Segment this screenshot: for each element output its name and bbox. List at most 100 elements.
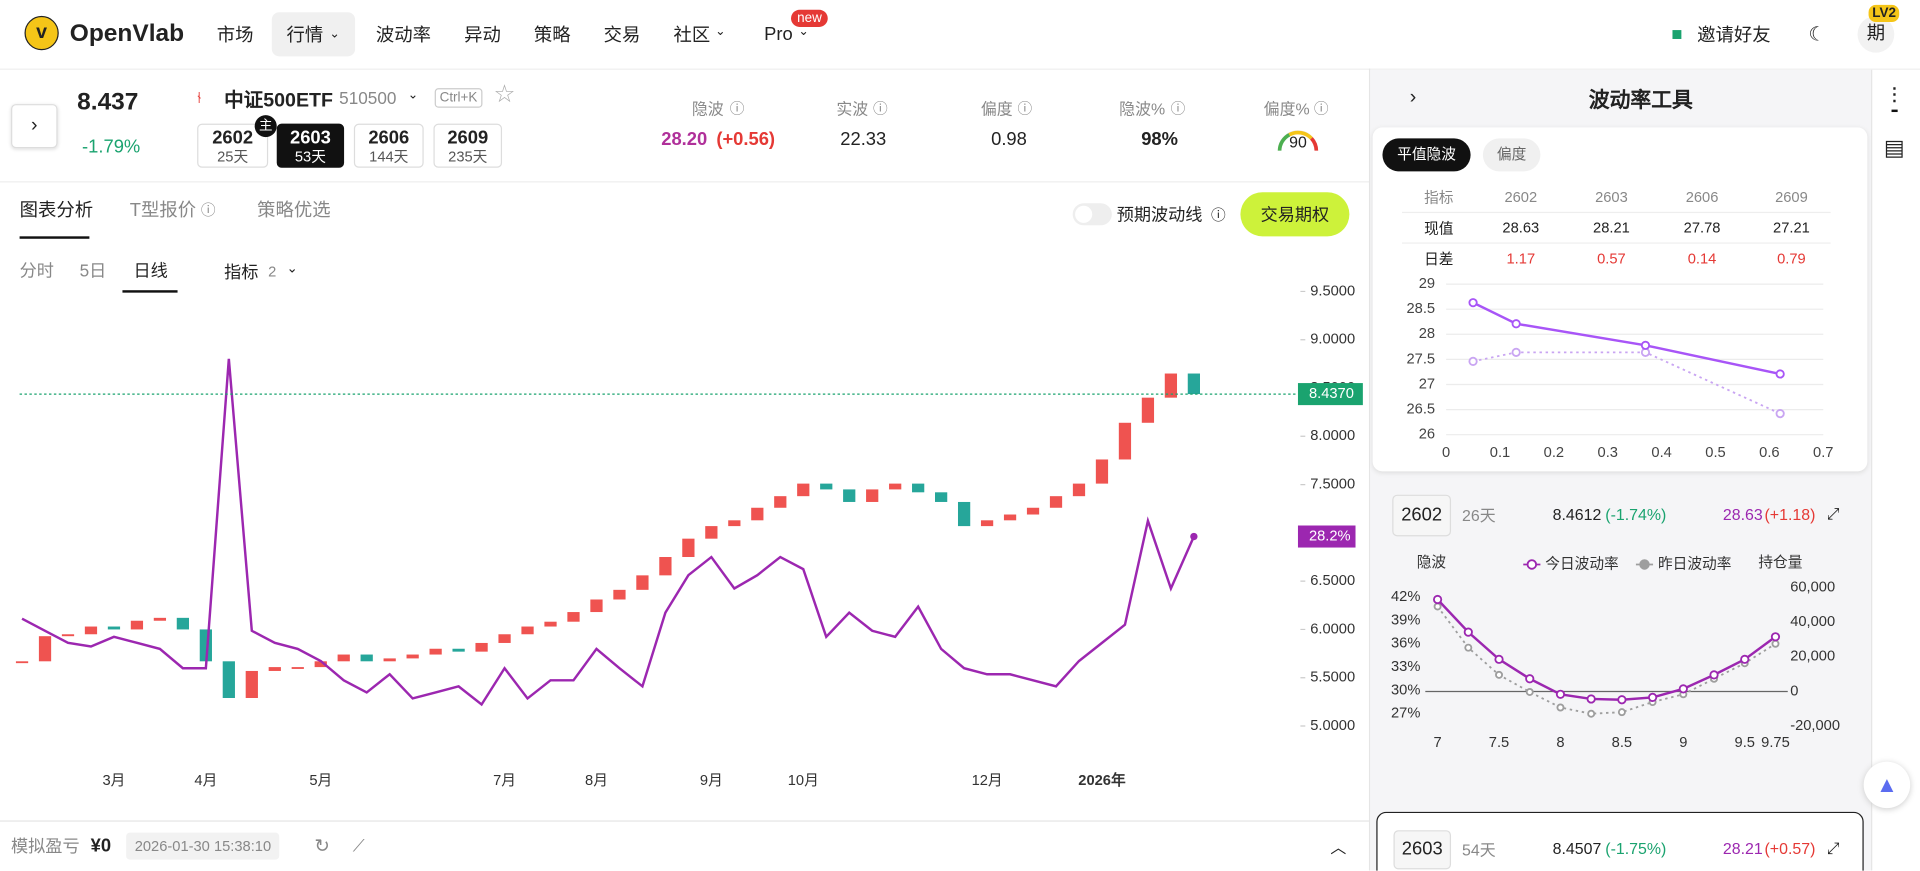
nav-item[interactable]: 行情	[286, 25, 324, 46]
period[interactable]: 日线	[133, 260, 168, 281]
period[interactable]: 5日	[79, 260, 107, 281]
expiry-code: 2609	[447, 127, 489, 149]
candle	[1072, 483, 1086, 497]
period[interactable]: 分时	[19, 260, 54, 281]
card-selected[interactable]	[1376, 811, 1864, 871]
series-point	[1775, 369, 1785, 379]
candle	[866, 489, 879, 502]
help-icon[interactable]: ⓘ	[200, 201, 216, 219]
x-tick-label: 7月	[493, 773, 516, 789]
candle	[728, 520, 741, 527]
term-structure-chart: 26 26.5 27 27.5 28 28.5 29 0 0.1 0.2 0.3 0.4 0.5 0.6 0…	[1407, 276, 1834, 461]
help-icon[interactable]: ⓘ	[1313, 99, 1329, 117]
x-tick-label: 9.75	[1761, 735, 1790, 751]
change: -1.79%	[82, 136, 141, 158]
skew-pct-value: 90	[1289, 132, 1307, 152]
help-icon[interactable]: ⓘ	[1170, 99, 1186, 117]
candle	[797, 483, 810, 497]
help-icon[interactable]: ⓘ	[1017, 99, 1033, 117]
metric-label: 隐波	[691, 99, 724, 119]
collapse[interactable]: ︿	[1330, 838, 1347, 857]
fullscreen[interactable]: ⤢	[1826, 504, 1840, 523]
table-cell: 0.57	[1597, 249, 1626, 267]
tab[interactable]: 策略优选	[257, 200, 331, 222]
iv-value: 28.20	[661, 129, 708, 151]
nav-item[interactable]: 策略	[533, 25, 571, 46]
help-icon[interactable]: ⓘ	[729, 99, 745, 117]
sidebar-clipboard[interactable]: ▤	[1883, 135, 1905, 160]
candle	[176, 617, 190, 630]
fullscreen[interactable]: ⤢	[1826, 838, 1840, 858]
brand[interactable]: OpenVlab	[69, 20, 185, 48]
x-tick-label: 0.3	[1598, 445, 1618, 461]
y-tick-label: 6.0000	[1310, 621, 1355, 637]
candle	[1164, 373, 1178, 398]
sidebar-chart[interactable]: ⫶	[1891, 84, 1898, 113]
expiry[interactable]: 2602 25天	[197, 123, 269, 168]
nav-item[interactable]: 交易	[603, 25, 641, 46]
y-tick-label: 9.5000	[1310, 283, 1355, 299]
x-tick-label: 0.7	[1813, 445, 1833, 461]
y2-axis-label: 持仓量	[1758, 554, 1802, 571]
tab-underline	[19, 236, 90, 239]
invite[interactable]: 邀请好友	[1697, 25, 1771, 46]
tab[interactable]: T型报价	[129, 200, 197, 222]
candle	[889, 483, 902, 490]
nav-item[interactable]: 异动	[464, 25, 501, 46]
divider	[0, 820, 1369, 822]
nav-item[interactable]: Pro	[764, 23, 793, 45]
table-cell: 2609	[1775, 188, 1808, 206]
row-line	[1402, 242, 1831, 244]
underlying-name[interactable]: 中证500ETF	[224, 90, 333, 112]
candle	[544, 621, 557, 627]
candle	[751, 507, 764, 521]
assistant[interactable]: ▲	[1863, 761, 1911, 809]
trade-button[interactable]: 交易期权	[1240, 192, 1350, 237]
panel-title: 波动率工具	[1588, 88, 1693, 113]
avatar[interactable]: 期	[1857, 15, 1895, 53]
pill[interactable]: 平值隐波	[1382, 138, 1471, 172]
logo[interactable]: v	[24, 15, 59, 51]
y-tick-label: 6.5000	[1310, 573, 1355, 589]
x-tick-label: 7.5	[1489, 735, 1509, 751]
nav-item[interactable]: 波动率	[375, 25, 432, 46]
chart-toggle[interactable]: ⟋	[352, 835, 365, 856]
help-icon[interactable]: ⓘ	[1211, 206, 1226, 224]
contract-iv: 28.63	[1722, 505, 1763, 524]
series-point	[1771, 639, 1780, 648]
toggle-label: 预期波动线	[1116, 204, 1203, 225]
x-tick-label: 0	[1442, 445, 1450, 461]
indicator[interactable]: 指标	[224, 262, 259, 282]
contract-code[interactable]: 2603	[1393, 830, 1452, 870]
expiry[interactable]: 2606 144天	[353, 123, 424, 168]
contract-price: 8.4507	[1552, 839, 1602, 858]
candle	[130, 620, 144, 630]
x-tick-label: 7	[1434, 735, 1442, 751]
candle	[912, 483, 925, 493]
y-tick-label: 29	[1419, 276, 1435, 292]
panel-close[interactable]: ›	[1409, 86, 1417, 108]
contract-days: 26天	[1462, 506, 1496, 525]
contract-code[interactable]: 2602	[1392, 494, 1452, 537]
legend-marker	[1526, 559, 1538, 570]
expiry[interactable]: 2609 235天	[433, 123, 503, 168]
nav-item[interactable]: 社区	[673, 25, 711, 46]
pill[interactable]: 偏度	[1482, 138, 1541, 172]
favorite[interactable]: ☆	[493, 81, 516, 109]
x-tick-label: 10月	[788, 773, 819, 789]
y-tick-label: 36%	[1391, 636, 1420, 652]
help-icon[interactable]: ⓘ	[873, 99, 888, 117]
expiry[interactable]: 2603 53天	[276, 123, 345, 168]
x-tick-label: 12月	[972, 773, 1003, 789]
series-point	[1433, 602, 1442, 611]
price-chart: 5.00005.50006.00006.50007.00007.50008.00…	[15, 283, 1363, 789]
expand-button[interactable]: ›	[11, 104, 58, 149]
y-tick-label: 42%	[1391, 589, 1420, 605]
contract-iv-change: (+1.18)	[1764, 505, 1816, 524]
nav-item[interactable]: 市场	[216, 25, 254, 46]
candle	[1187, 373, 1201, 395]
theme-toggle[interactable]: ☾	[1808, 24, 1826, 46]
refresh[interactable]: ↻	[314, 836, 330, 858]
tab[interactable]: 图表分析	[19, 200, 94, 222]
